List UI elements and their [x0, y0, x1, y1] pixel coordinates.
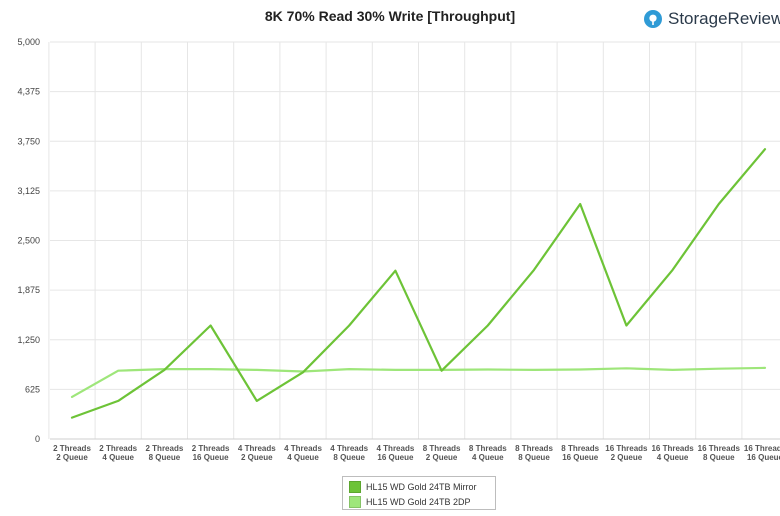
x-tick-label: 8 Threads 4 Queue	[469, 444, 507, 462]
x-tick-label: 2 Threads 8 Queue	[146, 444, 184, 462]
grid-lines	[48, 41, 780, 440]
y-tick-label: 3,125	[17, 186, 40, 196]
legend-swatch-mirror	[349, 480, 361, 493]
x-tick-label: 2 Threads 2 Queue	[53, 444, 91, 462]
legend-label-2dp: HL15 WD Gold 24TB 2DP	[366, 496, 471, 507]
y-tick-label: 625	[25, 384, 40, 394]
legend-item-2dp[interactable]: HL15 WD Gold 24TB 2DP	[349, 494, 495, 509]
y-tick-label: 1,250	[17, 335, 40, 345]
x-tick-label: 4 Threads 4 Queue	[284, 444, 322, 462]
x-axis-tick-labels: 2 Threads 2 Queue 2 Threads 4 Queue 2 Thread…	[53, 444, 780, 462]
x-tick-label: 8 Threads 2 Queue	[423, 444, 461, 462]
x-tick-label: 16 Threads 2 Queue	[605, 444, 648, 462]
x-tick-label: 4 Threads 2 Queue	[238, 444, 276, 462]
chart-legend: HL15 WD Gold 24TB Mirror HL15 WD Gold 24…	[342, 476, 496, 510]
y-axis-tick-labels: 0 625 1,250 1,875 2,500 3,125 3,750 4,375 5,000	[17, 37, 40, 444]
y-tick-label: 0	[35, 434, 40, 444]
legend-item-mirror[interactable]: HL15 WD Gold 24TB Mirror	[349, 479, 495, 494]
x-tick-label: 4 Threads 8 Queue	[330, 444, 368, 462]
chart-title: 8K 70% Read 30% Write [Throughput]	[264, 8, 516, 24]
series-line-mirror	[70, 148, 767, 419]
brand-name: StorageReview	[668, 9, 780, 28]
x-tick-label: 8 Threads 8 Queue	[515, 444, 553, 462]
y-tick-label: 3,750	[17, 136, 40, 146]
legend-swatch-2dp	[349, 495, 361, 508]
x-tick-label: 4 Threads 16 Queue	[377, 444, 415, 462]
series-lines	[70, 148, 767, 419]
y-tick-label: 4,375	[17, 87, 40, 97]
legend-label-mirror: HL15 WD Gold 24TB Mirror	[366, 481, 477, 492]
x-tick-label: 2 Threads 16 Queue	[192, 444, 230, 462]
x-tick-label: 8 Threads 16 Queue	[561, 444, 599, 462]
brand-logo: StorageReview	[644, 9, 780, 29]
x-tick-label: 16 Threads 4 Queue	[651, 444, 694, 462]
series-line-2dp	[70, 366, 767, 398]
x-tick-label: 16 Threads 8 Queue	[698, 444, 741, 462]
y-tick-label: 5,000	[17, 37, 40, 47]
x-tick-label: 2 Threads 4 Queue	[99, 444, 137, 462]
storagereview-logo-icon	[644, 10, 662, 28]
y-tick-label: 1,875	[17, 285, 40, 295]
y-tick-label: 2,500	[17, 236, 40, 246]
